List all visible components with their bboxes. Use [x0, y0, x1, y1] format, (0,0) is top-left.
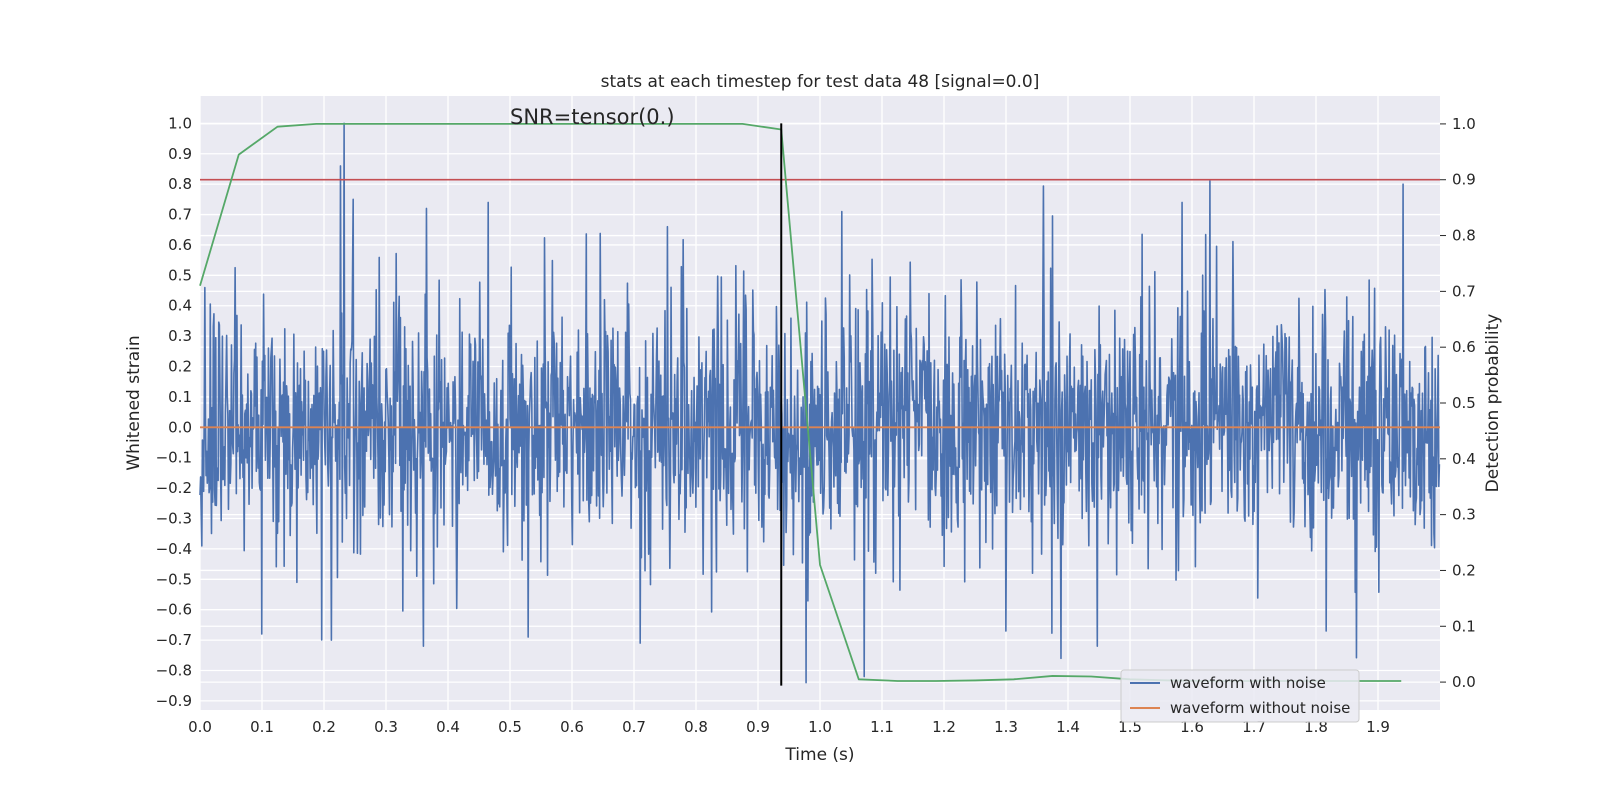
x-tick-label: 0.9 — [746, 718, 770, 736]
y-tick-label: 0.9 — [168, 145, 192, 163]
legend-box — [1120, 669, 1360, 723]
y-axis-label: Whitened strain — [124, 335, 144, 470]
y-right-tick-label: 0.8 — [1452, 227, 1476, 245]
y-tick-label: 0.2 — [168, 358, 192, 376]
x-tick-label: 1.3 — [994, 718, 1018, 736]
y-tick-label: 0.1 — [168, 388, 192, 406]
x-tick-label: 1.4 — [1056, 718, 1080, 736]
x-tick-label: 0.0 — [188, 718, 212, 736]
y-tick-label: 0.7 — [168, 206, 192, 224]
y-right-tick-label: 0.2 — [1452, 561, 1476, 579]
y-tick-label: −0.4 — [156, 540, 192, 558]
x-tick-label: 0.7 — [622, 718, 646, 736]
y-right-tick-label: 0.7 — [1452, 282, 1476, 300]
snr-annotation: SNR=tensor(0.) — [510, 105, 675, 129]
x-tick-label: 1.2 — [932, 718, 956, 736]
legend: waveform with noise waveform without noi… — [1120, 669, 1360, 723]
y-tick-label: −0.3 — [156, 510, 192, 528]
y-tick-label: −0.5 — [156, 570, 192, 588]
y-right-tick-label: 0.9 — [1452, 171, 1476, 189]
x-tick-label: 1.9 — [1366, 718, 1390, 736]
y-right-tick-label: 0.1 — [1452, 617, 1476, 635]
legend-label-noise: waveform with noise — [1170, 674, 1326, 692]
y-right-tick-label: 0.4 — [1452, 450, 1476, 468]
y-right-tick-label: 0.5 — [1452, 394, 1476, 412]
y-tick-label: 0.0 — [168, 418, 192, 436]
y-tick-label: 0.4 — [168, 297, 192, 315]
x-tick-label: 0.1 — [250, 718, 274, 736]
ticks: 0.0 0.1 0.2 0.3 0.4 0.5 0.6 0.7 0.8 0.9 1.0 1.1 1.2 1… — [156, 114, 1476, 736]
y-right-tick-label: 0.3 — [1452, 506, 1476, 524]
x-tick-label: 0.3 — [374, 718, 398, 736]
x-tick-label: 0.2 — [312, 718, 336, 736]
y-right-tick-label: 0.0 — [1452, 673, 1476, 691]
x-axis-label: Time (s) — [784, 745, 854, 765]
y-right-tick-label: 1.0 — [1452, 115, 1476, 133]
x-tick-label: 0.8 — [684, 718, 708, 736]
x-tick-label: 0.6 — [560, 718, 584, 736]
legend-label-clean: waveform without noise — [1170, 699, 1350, 717]
y-tick-label: −0.8 — [156, 661, 192, 679]
y-tick-label: −0.7 — [156, 631, 192, 649]
x-tick-label: 1.1 — [870, 718, 894, 736]
series-layer — [199, 122, 1441, 686]
y-tick-label: −0.2 — [156, 479, 192, 497]
y-tick-label: −0.1 — [156, 449, 192, 467]
y-tick-label: 0.8 — [168, 175, 192, 193]
y-right-tick-label: 0.6 — [1452, 338, 1476, 356]
y-tick-label: 1.0 — [168, 114, 192, 132]
y-tick-label: 0.6 — [168, 236, 192, 254]
y-axis-right-label: Detection probability — [1483, 314, 1503, 493]
chart-title: stats at each timestep for test data 48 … — [601, 72, 1040, 92]
y-tick-label: 0.3 — [168, 327, 192, 345]
y-tick-label: −0.6 — [156, 601, 192, 619]
x-tick-label: 1.0 — [808, 718, 832, 736]
y-tick-label: −0.9 — [156, 692, 192, 710]
y-tick-label: 0.5 — [168, 266, 192, 284]
x-tick-label: 0.4 — [436, 718, 460, 736]
x-tick-label: 0.5 — [498, 718, 522, 736]
